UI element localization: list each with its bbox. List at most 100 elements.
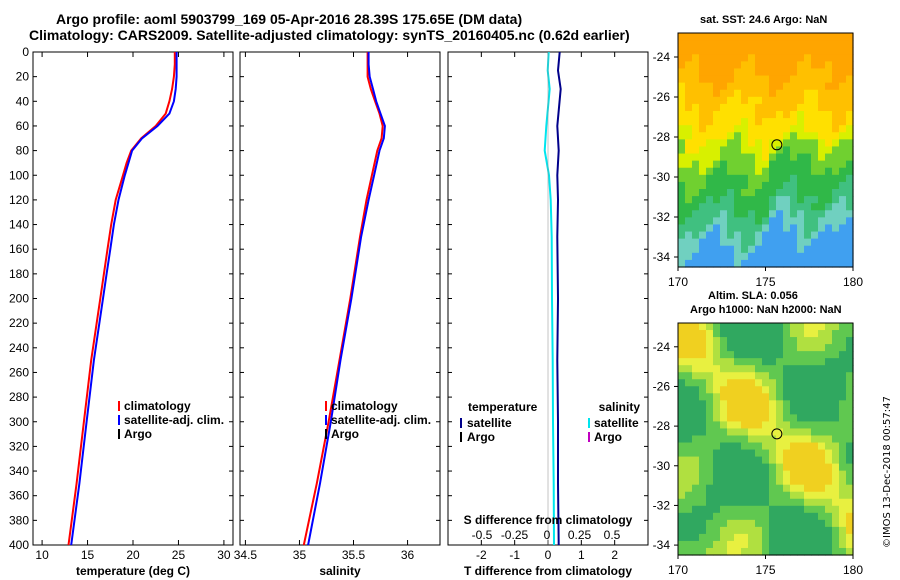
sst-map-cell xyxy=(776,96,784,105)
sla-map-cell xyxy=(713,323,721,331)
sla-map-cell xyxy=(713,435,721,444)
sla-map-cell xyxy=(825,470,833,479)
sla-map-cell xyxy=(776,470,784,479)
sst-map-cell xyxy=(825,139,833,148)
sst-map-cell xyxy=(769,160,777,169)
sst-map-cell xyxy=(699,231,707,240)
sst-map-cell xyxy=(727,181,735,190)
sst-map-cell xyxy=(804,132,812,140)
sst-map-cell xyxy=(825,174,833,183)
sla-map-cell xyxy=(692,372,700,380)
sla-map-cell xyxy=(748,498,756,507)
sst-map-cell xyxy=(811,160,819,169)
sst-map-cell xyxy=(741,75,749,84)
sla-map-cell xyxy=(741,421,749,430)
depth-tick-label: 380 xyxy=(9,513,29,527)
sst-map-cell xyxy=(846,146,854,155)
sst-map-cell xyxy=(783,252,791,261)
sla-map-cell xyxy=(678,337,686,345)
sla-map-cell xyxy=(741,407,749,415)
sla-map-cell xyxy=(748,505,756,514)
sla-map-cell xyxy=(790,456,798,465)
sst-map-cell xyxy=(727,217,735,226)
sst-map-cell xyxy=(846,196,854,204)
sst-map-cell xyxy=(776,231,784,240)
sla-map-cell xyxy=(748,421,756,430)
sla-map-cell xyxy=(762,421,770,430)
sla-map-cell xyxy=(734,351,742,359)
sst-map-cell xyxy=(762,118,770,126)
sst-map-cell xyxy=(727,82,735,91)
sla-map-cell xyxy=(706,372,714,380)
sla-map-cell xyxy=(783,386,791,394)
sst-map-cell xyxy=(755,33,763,41)
depth-tick-label: 80 xyxy=(16,144,30,158)
sst-map-cell xyxy=(839,196,847,204)
sst-map-cell xyxy=(699,259,707,268)
sla-map-cell xyxy=(706,442,714,451)
sst-map-cell xyxy=(678,125,686,133)
sla-map-cell xyxy=(755,449,763,458)
sla-map-cell xyxy=(846,533,854,542)
sst-map-cell xyxy=(720,146,728,155)
sla-map-cell xyxy=(720,330,728,338)
sla-map-cell xyxy=(839,386,847,394)
sla-map-lat-label: -30 xyxy=(653,459,671,473)
sst-map-cell xyxy=(811,189,819,197)
sst-map-cell xyxy=(678,139,686,148)
sla-map-cell xyxy=(776,512,784,521)
sla-map-cell xyxy=(685,435,693,444)
sla-map-cell xyxy=(846,330,854,338)
sst-map-cell xyxy=(783,245,791,254)
sla-map-cell xyxy=(804,407,812,415)
sla-map-cell xyxy=(678,386,686,394)
sla-map-cell xyxy=(769,463,777,472)
sst-map-cell xyxy=(769,245,777,254)
sla-map-cell xyxy=(685,470,693,479)
sst-map-cell xyxy=(783,33,791,41)
sst-map-cell xyxy=(720,153,728,162)
sla-map-cell xyxy=(797,330,805,338)
sst-map-cell xyxy=(783,68,791,77)
sst-map-cell xyxy=(734,224,742,233)
sla-map-cell xyxy=(811,323,819,331)
sst-map-cell xyxy=(776,89,784,98)
sst-map-cell xyxy=(825,224,833,233)
sst-map-cell xyxy=(769,196,777,204)
sst-map-cell xyxy=(846,174,854,183)
sla-map-cell xyxy=(811,386,819,394)
sst-map-cell xyxy=(776,47,784,55)
sla-map-cell xyxy=(769,379,777,387)
sst-map-cell xyxy=(839,174,847,183)
sla-map-cell xyxy=(769,519,777,528)
sst-map-cell xyxy=(734,196,742,204)
sla-map-cell xyxy=(811,337,819,345)
sst-map-cell xyxy=(804,153,812,162)
sla-map-cell xyxy=(776,540,784,549)
sst-map-cell xyxy=(748,196,756,204)
sst-map-cell xyxy=(769,153,777,162)
sst-map-cell xyxy=(727,40,735,48)
sst-map-cell xyxy=(804,174,812,183)
sla-map-cell xyxy=(713,512,721,521)
sla-map-cell xyxy=(783,435,791,444)
sla-map-cell xyxy=(825,421,833,430)
sla-map-lon-label: 175 xyxy=(755,563,775,577)
sst-map-cell xyxy=(755,238,763,247)
sst-map-cell xyxy=(706,217,714,226)
sst-map-cell xyxy=(818,210,826,218)
sst-map-cell xyxy=(846,181,854,190)
sla-map-cell xyxy=(825,386,833,394)
sla-map-cell xyxy=(797,386,805,394)
sla-map-cell xyxy=(713,505,721,514)
sst-map-cell xyxy=(811,139,819,148)
sst-map-cell xyxy=(811,75,819,84)
sla-map-cell xyxy=(839,330,847,338)
sst-map-cell xyxy=(741,160,749,169)
sla-map-cell xyxy=(846,337,854,345)
sla-map-cell xyxy=(818,484,826,493)
sla-map-cell xyxy=(741,533,749,542)
sla-map-cell xyxy=(727,428,735,437)
sla-map-cell xyxy=(818,337,826,345)
sla-map-cell xyxy=(797,442,805,451)
